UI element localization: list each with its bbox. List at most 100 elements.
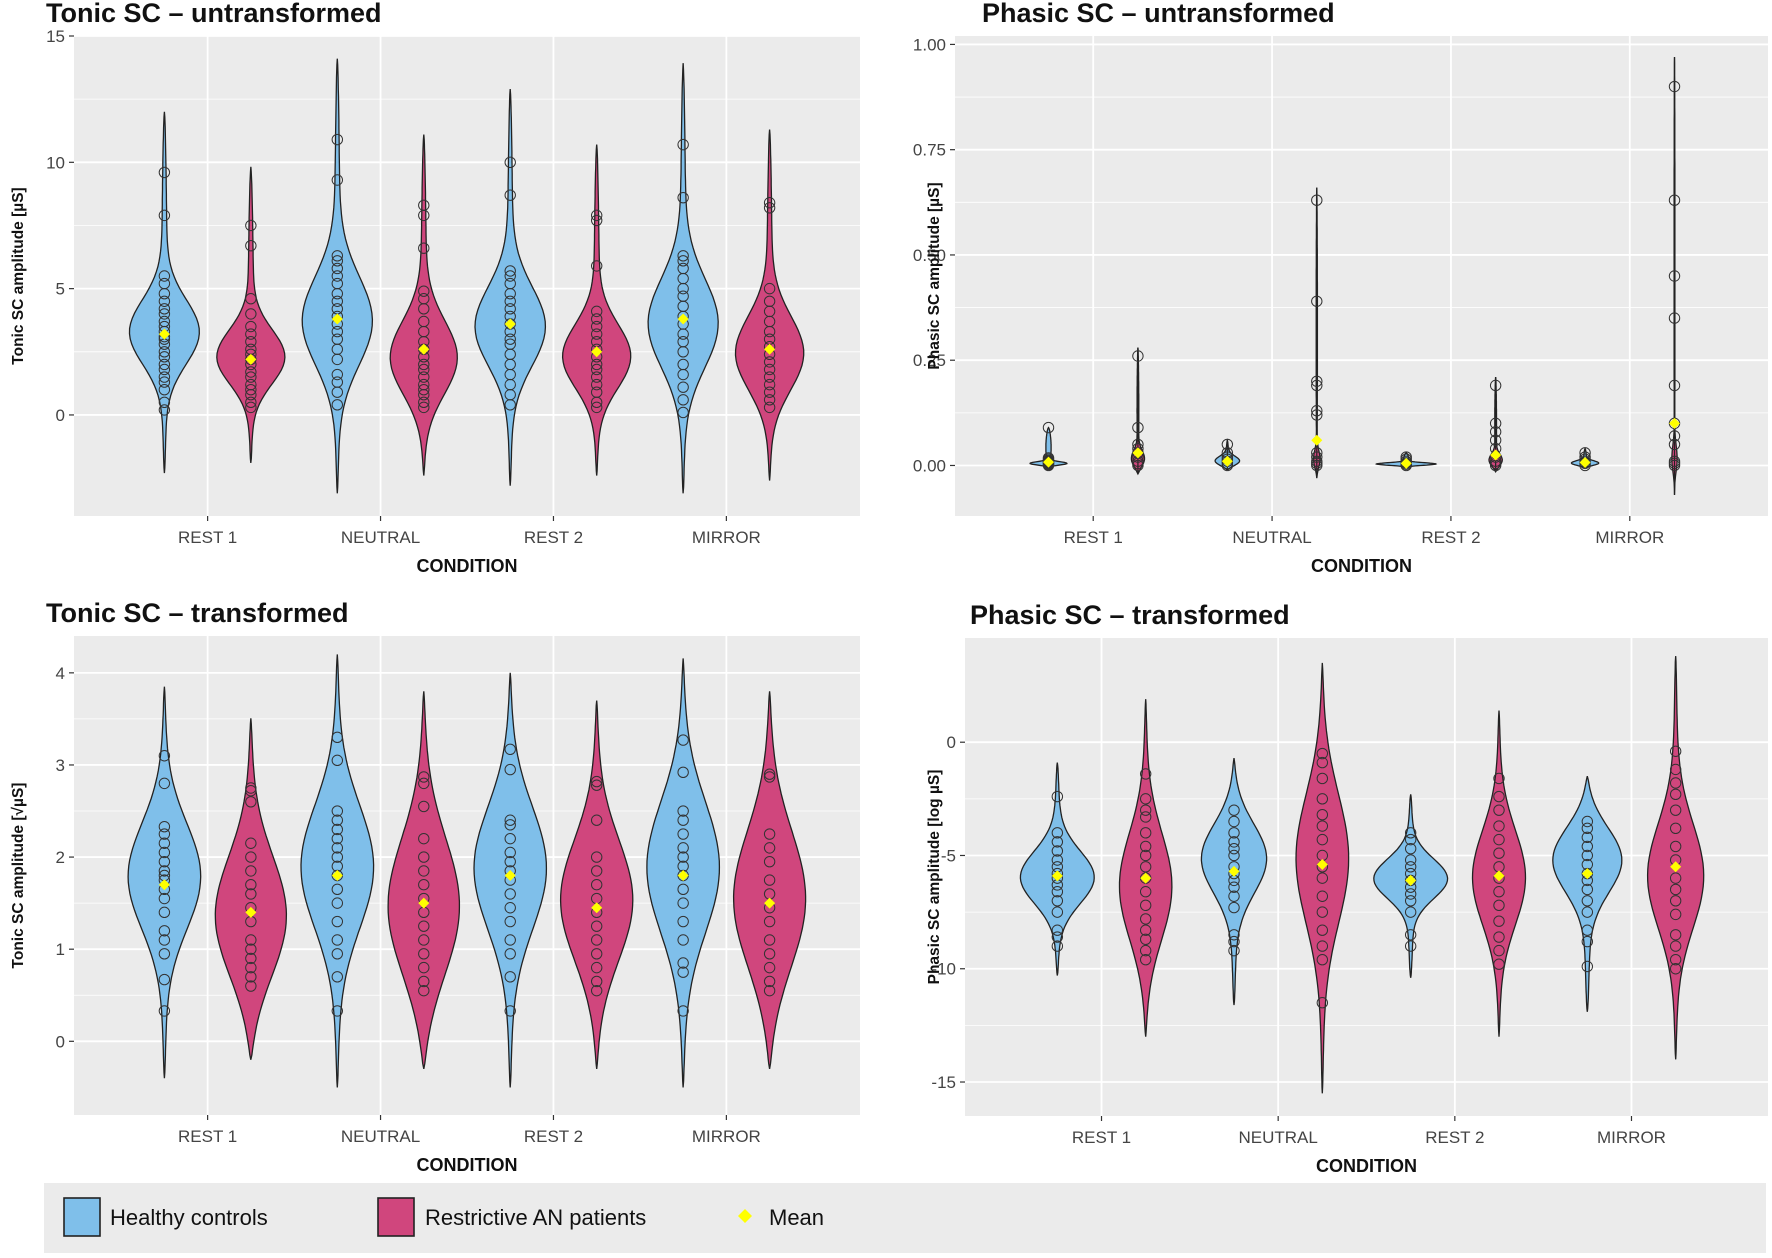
data-point [1489, 417, 1502, 430]
mean-marker-healthy-controls-neutral [331, 870, 343, 881]
data-point [1316, 906, 1329, 918]
data-point [331, 883, 344, 896]
data-point [245, 328, 257, 340]
data-point [1051, 931, 1064, 943]
data-point [1668, 379, 1681, 392]
data-point [1489, 434, 1502, 446]
data-point [1139, 933, 1152, 945]
plot-area [74, 36, 860, 516]
data-point [1051, 886, 1064, 898]
data-point [1581, 924, 1594, 936]
data-point [331, 823, 344, 836]
x-tick-label-mirror: MIRROR [1597, 1128, 1666, 1147]
data-point [245, 383, 257, 396]
data-point [1132, 421, 1144, 434]
data-point [1669, 763, 1682, 776]
data-point [763, 771, 776, 783]
mean-marker-healthy-controls-rest-1 [158, 328, 170, 340]
data-point [245, 961, 257, 974]
y-tick-label: 2 [56, 848, 65, 867]
data-point [158, 750, 171, 762]
data-point [590, 851, 603, 863]
data-point [590, 879, 603, 891]
x-tick-label-mirror: MIRROR [1595, 528, 1664, 547]
data-point [590, 371, 603, 383]
x-tick-label-mirror: MIRROR [692, 1127, 761, 1146]
data-point [158, 973, 171, 986]
data-point [1228, 944, 1240, 957]
data-point [1316, 809, 1329, 821]
data-point [1311, 455, 1323, 467]
data-point [1669, 908, 1682, 921]
data-point [245, 865, 257, 877]
data-point [331, 948, 344, 960]
data-point [1581, 895, 1594, 907]
mean-marker-healthy-controls-neutral [1221, 455, 1233, 467]
data-point [504, 277, 516, 290]
data-point [677, 358, 689, 371]
data-point [158, 820, 171, 833]
data-point [418, 771, 430, 783]
data-point [1316, 872, 1329, 884]
data-point [590, 961, 603, 974]
data-point [331, 277, 344, 290]
data-point [158, 376, 171, 388]
data-point [158, 166, 171, 179]
x-tick-label-rest-2: REST 2 [1425, 1128, 1484, 1147]
plot-area [74, 636, 860, 1115]
data-point [158, 925, 171, 937]
data-point [245, 371, 257, 383]
data-point [590, 920, 603, 932]
y-axis-label: Phasic SC amplitude [log µS] [926, 770, 943, 985]
data-point [590, 320, 603, 333]
x-tick-label-neutral: NEUTRAL [341, 1127, 420, 1146]
data-point [504, 156, 516, 169]
mean-marker-healthy-controls-rest-1 [1042, 456, 1054, 468]
data-point [245, 396, 257, 409]
x-axis-label: CONDITION [1311, 556, 1412, 576]
mean-marker-restrictive-an-patients-rest-2 [591, 346, 603, 358]
mean-marker-restrictive-an-patients-neutral [1311, 434, 1323, 446]
y-tick-label: 1 [56, 940, 65, 959]
data-point [1493, 931, 1505, 943]
data-point [158, 351, 171, 363]
y-axis-label: Phasic SC amplitude [µS] [926, 182, 943, 369]
panel-phasic-sc-transformed: -15 -10 -5 0 REST 1 NEUTRAL REST 2 MIRROR Phasic… [926, 600, 1768, 1176]
violin-restrictive-an-patients-rest-1 [216, 166, 286, 463]
data-point [1228, 929, 1240, 941]
mean-marker-healthy-controls-mirror [677, 870, 689, 881]
mean-marker-restrictive-an-patients-rest-1 [245, 906, 257, 918]
data-point [331, 376, 344, 388]
data-point [1404, 854, 1417, 866]
data-point [1311, 295, 1323, 307]
data-point [677, 191, 689, 204]
data-point [158, 892, 171, 905]
data-point [763, 828, 776, 840]
data-point [331, 325, 344, 338]
data-point [1221, 438, 1234, 451]
data-point [504, 819, 516, 831]
data-point [158, 371, 171, 383]
data-point [1316, 953, 1329, 966]
data-point [158, 277, 171, 290]
data-point [158, 404, 171, 416]
data-point [418, 401, 430, 414]
data-point [1668, 438, 1681, 451]
data-point [158, 270, 171, 282]
legend-background [44, 1183, 1766, 1253]
data-point [504, 303, 516, 315]
data-point [331, 399, 344, 411]
data-point [763, 394, 776, 406]
data-point [1042, 421, 1055, 434]
data-point [1311, 194, 1323, 206]
data-point [590, 358, 603, 371]
data-point [590, 775, 603, 788]
data-point [418, 975, 430, 988]
data-point [677, 805, 689, 817]
data-point [677, 842, 689, 854]
data-point [418, 777, 430, 790]
data-point [418, 293, 430, 305]
data-point [1493, 915, 1505, 927]
violin-restrictive-an-patients-mirror [734, 129, 805, 481]
data-point [331, 971, 344, 983]
